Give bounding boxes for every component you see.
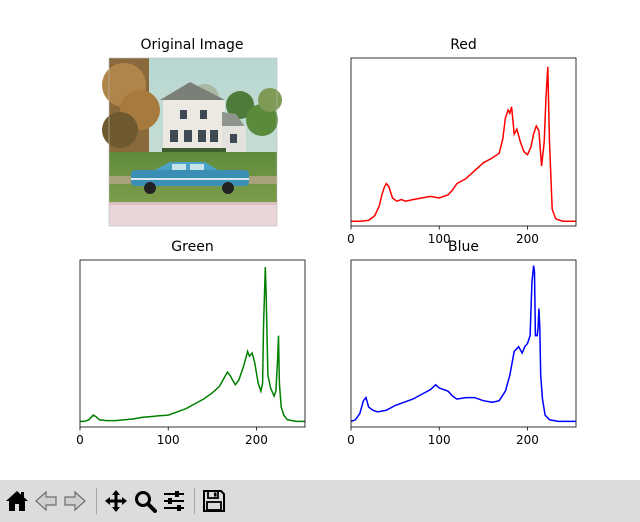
navigation-toolbar (0, 480, 640, 522)
green-x-tick-label: 0 (76, 433, 84, 447)
blue-axes-frame (350, 259, 577, 428)
toolbar-separator (194, 488, 195, 514)
home-button[interactable] (4, 488, 30, 514)
blue-histogram-panel: Blue 0 100 200 (347, 239, 577, 447)
red-series-line (351, 66, 576, 222)
subplots-button[interactable] (161, 488, 187, 514)
red-x-tick-label: 200 (516, 232, 539, 246)
red-histogram-panel: Red 0 100 200 (347, 37, 577, 246)
forward-button[interactable] (62, 488, 88, 514)
figure-canvas: Original Image (76, 37, 577, 447)
red-x-tick-label: 0 (347, 232, 355, 246)
green-series-line (80, 267, 305, 423)
zoom-icon (135, 491, 157, 513)
green-x-tick-label: 200 (245, 433, 268, 447)
blue-x-tick-label: 200 (516, 433, 539, 447)
forward-arrow-icon (64, 490, 86, 512)
toolbar-separator (96, 488, 97, 514)
blue-x-tick-label: 0 (347, 433, 355, 447)
green-axes-frame (79, 259, 306, 428)
red-chart-title: Red (450, 37, 477, 53)
red-axes-frame (350, 57, 577, 227)
pan-button[interactable] (103, 488, 129, 514)
save-button[interactable] (201, 488, 227, 514)
blue-series-line (350, 265, 576, 423)
back-arrow-icon (35, 490, 57, 512)
back-button[interactable] (33, 488, 59, 514)
original-image (102, 57, 282, 227)
sliders-icon (164, 491, 184, 511)
blue-x-tick-label: 100 (428, 433, 451, 447)
green-histogram-panel: Green 0 100 200 (76, 239, 306, 447)
green-x-tick-label: 100 (157, 433, 180, 447)
red-x-tick-label: 100 (428, 232, 451, 246)
home-icon (6, 491, 28, 511)
image-panel: Original Image (102, 37, 282, 227)
blue-chart-title: Blue (448, 239, 479, 255)
image-panel-title: Original Image (140, 37, 243, 53)
zoom-button[interactable] (132, 488, 158, 514)
green-chart-title: Green (171, 239, 213, 255)
move-icon (105, 490, 127, 512)
floppy-disk-icon (203, 490, 225, 512)
